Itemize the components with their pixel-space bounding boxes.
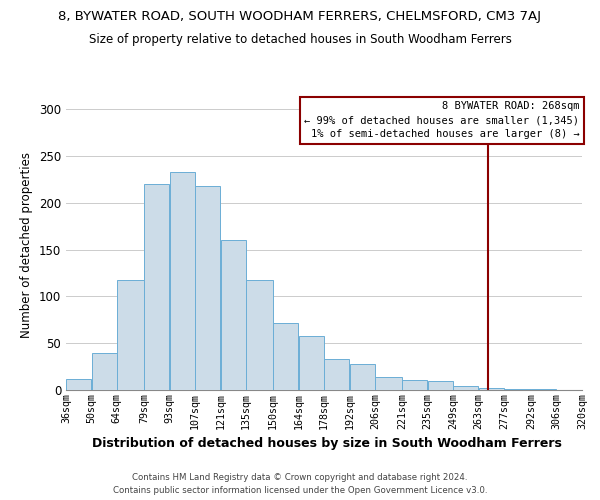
Bar: [375, 377, 402, 390]
Bar: [504, 389, 531, 390]
Bar: [403, 380, 427, 390]
Bar: [350, 364, 374, 390]
Bar: [117, 280, 144, 390]
Bar: [274, 322, 298, 390]
Text: Contains public sector information licensed under the Open Government Licence v3: Contains public sector information licen…: [113, 486, 487, 495]
Bar: [195, 186, 220, 390]
Text: Contains HM Land Registry data © Crown copyright and database right 2024.: Contains HM Land Registry data © Crown c…: [132, 472, 468, 482]
Bar: [532, 389, 556, 390]
Text: 8 BYWATER ROAD: 268sqm
← 99% of detached houses are smaller (1,345)
1% of semi-d: 8 BYWATER ROAD: 268sqm ← 99% of detached…: [304, 102, 580, 140]
Text: Size of property relative to detached houses in South Woodham Ferrers: Size of property relative to detached ho…: [89, 32, 511, 46]
Bar: [428, 380, 453, 390]
Text: Distribution of detached houses by size in South Woodham Ferrers: Distribution of detached houses by size …: [92, 438, 562, 450]
Bar: [170, 172, 195, 390]
Bar: [145, 184, 169, 390]
Bar: [324, 359, 349, 390]
Bar: [92, 352, 116, 390]
Bar: [66, 379, 91, 390]
Bar: [299, 336, 324, 390]
Bar: [221, 240, 245, 390]
Y-axis label: Number of detached properties: Number of detached properties: [20, 152, 34, 338]
Text: 8, BYWATER ROAD, SOUTH WOODHAM FERRERS, CHELMSFORD, CM3 7AJ: 8, BYWATER ROAD, SOUTH WOODHAM FERRERS, …: [59, 10, 542, 23]
Bar: [479, 388, 503, 390]
Bar: [453, 386, 478, 390]
Bar: [246, 280, 273, 390]
